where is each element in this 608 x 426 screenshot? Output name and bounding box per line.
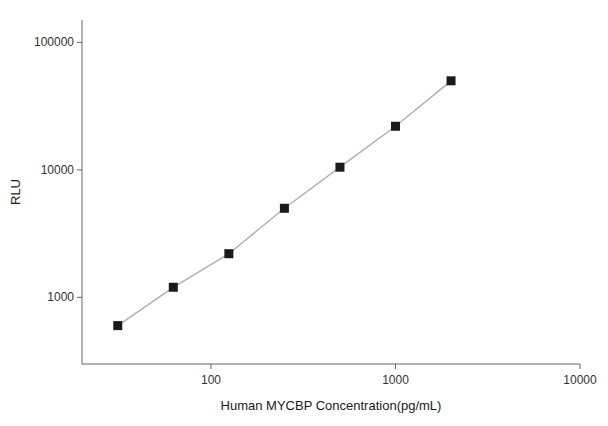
y-tick-label: 10000 (41, 163, 75, 177)
chart: 100 1000 10000 1000 10000 100000 Human MYCBP C… (0, 0, 608, 426)
x-tick-label: 100 (201, 373, 221, 387)
data-point (169, 283, 178, 292)
x-axis (82, 364, 580, 365)
data-point (113, 321, 122, 330)
y-tick-label: 100000 (34, 35, 74, 49)
data-point (447, 76, 456, 85)
x-tick (580, 364, 581, 369)
data-point (224, 249, 233, 258)
data-point (280, 204, 289, 213)
data-line (118, 81, 451, 326)
x-tick (395, 364, 396, 369)
y-axis (82, 20, 83, 364)
y-tick-label: 1000 (47, 290, 74, 304)
y-tick (77, 169, 82, 170)
data-point (335, 163, 344, 172)
data-point (391, 122, 400, 131)
y-axis-label: RLU (8, 179, 23, 205)
x-tick (210, 364, 211, 369)
x-tick-label: 1000 (382, 373, 409, 387)
x-tick-label: 10000 (563, 373, 597, 387)
x-axis-label: Human MYCBP Concentration(pg/mL) (221, 398, 442, 413)
y-tick (77, 297, 82, 298)
plot-area (113, 76, 455, 330)
y-tick (77, 42, 82, 43)
